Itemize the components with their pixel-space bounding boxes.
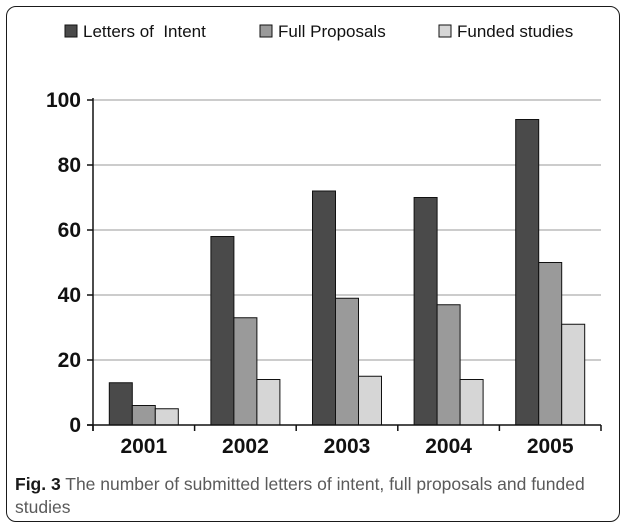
axes [87,98,602,431]
y-tick-label-60: 60 [58,219,81,242]
bar-2002-series-0 [210,236,235,426]
legend-swatch-1 [259,24,273,38]
y-tick-label-100: 100 [46,89,81,112]
bar-2005-series-0 [515,119,540,426]
figure-caption: Fig. 3 The number of submitted letters o… [15,473,615,519]
bar-2004-series-1 [436,304,461,426]
y-tick-label-0: 0 [69,414,81,437]
legend: Letters of Intent Full Proposals Funded st… [64,22,573,41]
x-tick-labels: 2001 2002 2003 2004 2005 [120,435,573,458]
y-tick-label-20: 20 [58,349,81,372]
bar-2004-series-0 [413,197,438,426]
bar-2002-series-1 [233,317,258,426]
bar-2003-series-1 [335,297,359,426]
legend-label-0: Letters of Intent [83,22,206,41]
legend-swatch-0 [64,24,78,38]
y-tick-labels: 0 20 40 60 80 100 [46,89,81,437]
legend-swatch-2 [438,24,452,38]
x-tick-label-2005: 2005 [527,435,574,458]
bar-2003-series-2 [358,375,382,426]
figure-panel: Letters of Intent Full Proposals Funded st… [6,6,620,522]
bar-2005-series-2 [561,323,586,426]
x-tick-label-2004: 2004 [425,435,472,458]
bar-2001-series-1 [131,405,156,426]
legend-label-2: Funded studies [457,22,573,41]
x-tick-label-2001: 2001 [120,435,167,458]
legend-label-1: Full Proposals [278,22,386,41]
bar-2001-series-2 [154,408,179,426]
y-tick-label-40: 40 [58,284,81,307]
x-tick-label-2003: 2003 [324,435,371,458]
bar-2005-series-1 [538,262,563,426]
bar-chart: Letters of Intent Full Proposals Funded st… [46,22,602,458]
bar-2002-series-2 [256,379,281,426]
caption-text: The number of submitted letters of inten… [15,474,585,517]
bar-2003-series-0 [312,190,336,426]
y-tick-label-80: 80 [58,154,81,177]
caption-label: Fig. 3 [15,474,61,494]
bar-2004-series-2 [459,379,484,426]
x-tick-label-2002: 2002 [222,435,269,458]
bar-2001-series-0 [108,382,133,426]
